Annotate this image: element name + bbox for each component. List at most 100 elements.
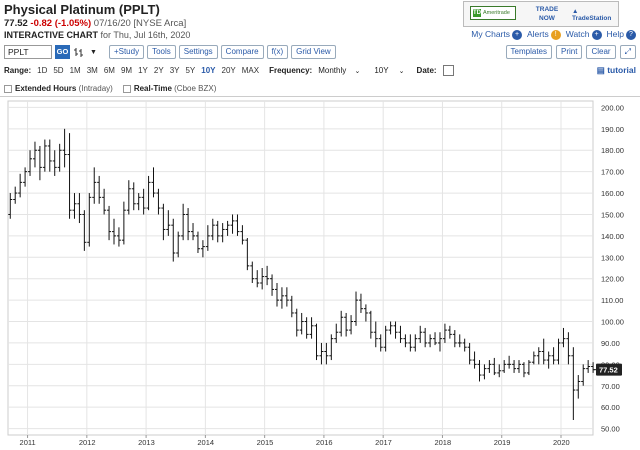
- price-chart[interactable]: 50.0060.0070.0080.0090.00100.00110.00120…: [0, 97, 640, 450]
- ohlc-bar: [205, 225, 210, 251]
- ohlc-bar: [536, 347, 541, 365]
- ohlc-bar: [274, 282, 279, 307]
- ohlc-bar: [363, 304, 368, 322]
- study-button[interactable]: +Study: [108, 45, 145, 59]
- real-time-option[interactable]: Real-Time (Cboe BZX): [122, 84, 216, 93]
- x-tick-label: 2016: [316, 438, 333, 447]
- range-3m[interactable]: 3M: [86, 65, 98, 75]
- y-tick-label: 120.00: [601, 275, 624, 284]
- fx-button[interactable]: f(x): [266, 45, 289, 59]
- ohlc-bar: [526, 360, 531, 376]
- settings-button[interactable]: Settings: [178, 45, 218, 59]
- extended-hours-checkbox[interactable]: [4, 84, 12, 93]
- help-label: Help: [606, 29, 624, 39]
- ohlc-bar: [566, 332, 571, 365]
- ohlc-bar: [255, 270, 260, 288]
- real-time-checkbox[interactable]: [122, 84, 131, 93]
- divider: [0, 96, 640, 97]
- templates-button[interactable]: Templates: [505, 45, 553, 59]
- ohlc-bar: [413, 334, 418, 352]
- ohlc-bar: [8, 193, 13, 219]
- ohlc-bar: [235, 214, 240, 236]
- ohlc-bar: [102, 188, 107, 215]
- ohlc-bar: [67, 133, 72, 219]
- real-time-label: Real-Time: [133, 84, 172, 93]
- my-charts-link[interactable]: My Charts +: [471, 29, 522, 40]
- ohlc-bar: [437, 332, 442, 352]
- y-tick-label: 70.00: [601, 382, 620, 391]
- ohlc-bar: [289, 295, 294, 318]
- plus-circle-icon: +: [591, 29, 602, 40]
- ohlc-bar: [428, 334, 433, 348]
- ohlc-bar: [186, 208, 191, 241]
- ohlc-bar: [334, 323, 339, 343]
- ohlc-bar: [299, 312, 304, 335]
- ohlc-bar: [166, 210, 171, 236]
- ohlc-bar: [191, 223, 196, 241]
- frequency-select[interactable]: Monthly ⌄: [318, 66, 360, 75]
- last-price: 77.52: [4, 18, 28, 29]
- calendar-icon[interactable]: [442, 64, 454, 76]
- ohlc-bar: [512, 360, 517, 373]
- period-select[interactable]: 10Y ⌄: [374, 66, 404, 75]
- x-tick-label: 2018: [434, 438, 451, 447]
- ohlc-bar: [571, 347, 576, 421]
- range-5d[interactable]: 5D: [53, 65, 64, 75]
- plot-area: [7, 100, 594, 436]
- x-tick-label: 2017: [375, 438, 392, 447]
- range-max[interactable]: MAX: [241, 65, 260, 75]
- symbol-input[interactable]: PPLT: [4, 45, 52, 59]
- ohlc-bar: [383, 325, 388, 352]
- go-button[interactable]: GO: [55, 45, 70, 59]
- frequency-value: Monthly: [318, 65, 347, 75]
- alert-icon: !: [550, 29, 561, 40]
- y-tick-label: 140.00: [601, 232, 624, 241]
- range-6m[interactable]: 6M: [103, 65, 115, 75]
- tools-button[interactable]: Tools: [147, 45, 176, 59]
- ohlc-bar: [373, 321, 378, 348]
- range-10y[interactable]: 10Y: [201, 65, 216, 75]
- range-bar: Range: 1D 5D 1M 3M 6M 9M 1Y 2Y 3Y 5Y 10Y 20Y MAX Fre…: [4, 63, 636, 77]
- extended-hours-option[interactable]: Extended Hours (Intraday): [4, 84, 113, 93]
- chart-subtitle: INTERACTIVE CHART for Thu, Jul 16th, 202…: [4, 30, 190, 40]
- help-icon: ?: [626, 29, 636, 40]
- range-1y[interactable]: 1Y: [138, 65, 148, 75]
- range-2y[interactable]: 2Y: [153, 65, 164, 75]
- trade-now-link[interactable]: TRADE NOW: [535, 6, 559, 22]
- ohlc-bar: [87, 193, 92, 247]
- range-1d[interactable]: 1D: [37, 65, 48, 75]
- period-value: 10Y: [374, 65, 389, 75]
- ohlc-bar: [215, 220, 220, 243]
- ohlc-bar: [279, 287, 284, 309]
- ohlc-bar: [171, 218, 176, 262]
- range-9m[interactable]: 9M: [120, 65, 133, 75]
- chart-type-icon[interactable]: [73, 46, 87, 58]
- ohlc-bar: [472, 351, 477, 369]
- ad-banner[interactable]: TD Ameritrade TRADE NOW ▲ TradeStation: [463, 1, 619, 27]
- price-change: -0.82 (-1.05%): [30, 18, 92, 29]
- range-20y[interactable]: 20Y: [221, 65, 236, 75]
- range-3y[interactable]: 3Y: [169, 65, 180, 75]
- alerts-link[interactable]: Alerts!: [527, 29, 561, 40]
- grid-view-button[interactable]: Grid View: [291, 45, 336, 59]
- tutorial-link[interactable]: ▤ tutorial: [597, 65, 636, 76]
- chevron-down-icon: ⌄: [398, 67, 405, 75]
- x-tick-label: 2014: [197, 438, 214, 447]
- expand-icon[interactable]: ⤢: [619, 45, 636, 59]
- ohlc-bar: [561, 327, 566, 348]
- y-tick-label: 60.00: [601, 403, 620, 412]
- help-link[interactable]: Help?: [607, 29, 636, 40]
- last-price-tag-label: 77.52: [599, 366, 618, 375]
- clear-button[interactable]: Clear: [586, 45, 616, 59]
- watch-link[interactable]: Watch +: [566, 29, 602, 40]
- range-1m[interactable]: 1M: [69, 65, 81, 75]
- ohlc-bar: [309, 317, 314, 339]
- compare-button[interactable]: Compare: [220, 45, 264, 59]
- range-5y[interactable]: 5Y: [185, 65, 196, 75]
- ohlc-bar: [245, 238, 250, 271]
- print-button[interactable]: Print: [556, 45, 583, 59]
- ohlc-bar: [92, 167, 97, 204]
- ohlc-bar: [339, 310, 344, 337]
- y-tick-label: 200.00: [601, 103, 624, 112]
- chevron-down-icon[interactable]: ▼: [90, 48, 97, 56]
